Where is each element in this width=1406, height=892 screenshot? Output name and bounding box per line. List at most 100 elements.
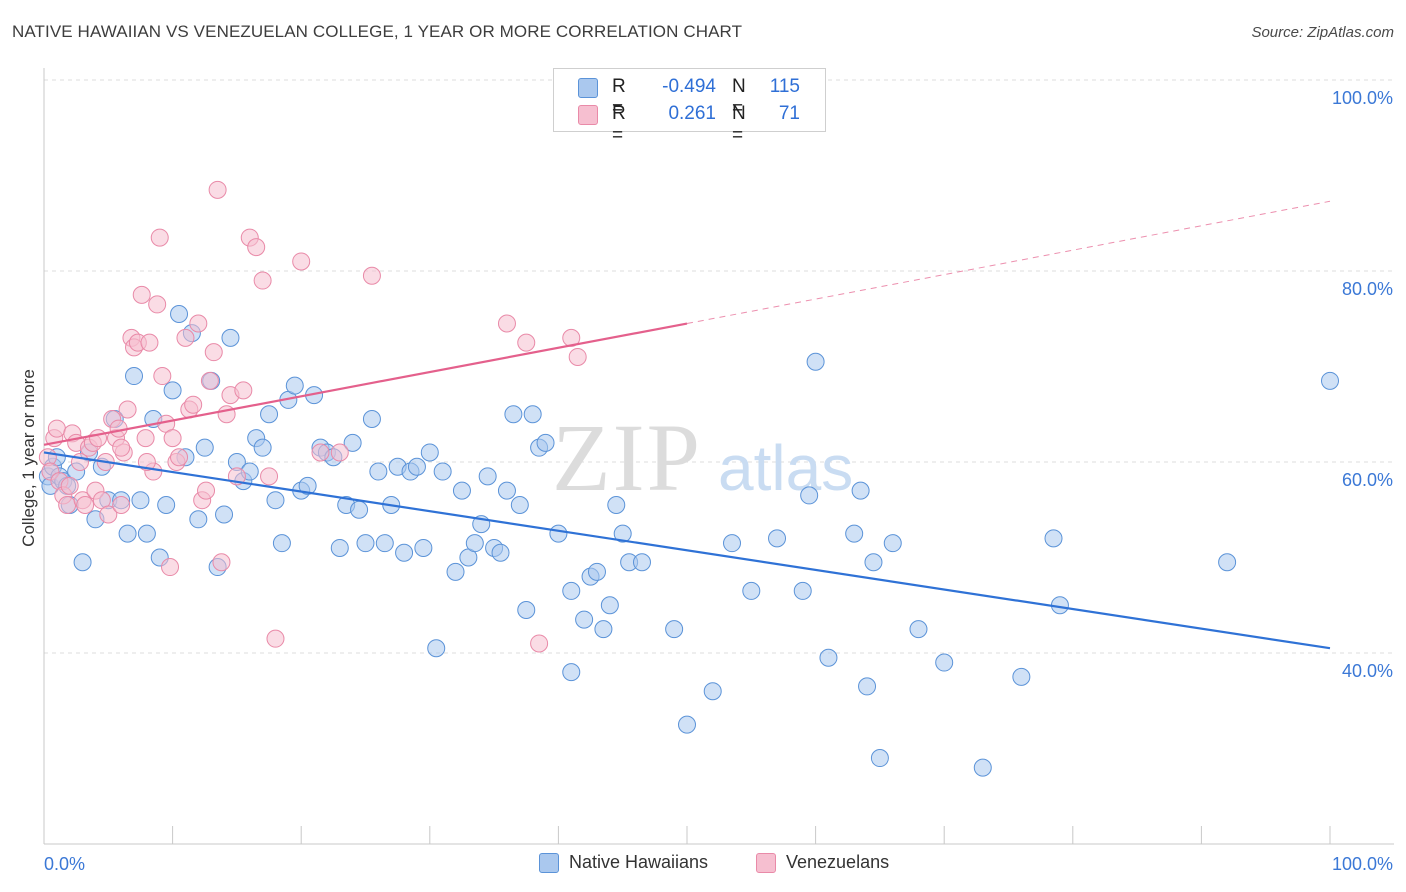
native-hawaiians-point [973, 758, 992, 777]
native-hawaiians-point [909, 620, 928, 639]
native-hawaiians-point [870, 749, 889, 768]
native-hawaiians-point [375, 534, 394, 553]
venezuelans-point [76, 495, 95, 514]
venezuelans-point [112, 495, 131, 514]
legend-n-value: 115 [769, 76, 800, 97]
native-hawaiians-point [1321, 371, 1339, 390]
native-hawaiians-point [395, 543, 414, 562]
native-hawaiians-point [864, 553, 883, 572]
y-tick-label-40: 40.0% [1342, 661, 1393, 681]
legend-n-value: 71 [778, 103, 800, 124]
native-hawaiians-point [125, 367, 144, 386]
venezuelans-point [204, 343, 223, 362]
legend-r-label: R = [612, 76, 626, 119]
native-hawaiians-points [38, 304, 1339, 777]
native-hawaiians-point [260, 405, 279, 424]
venezuelans-point [197, 481, 216, 500]
native-hawaiians-point [350, 500, 369, 519]
native-hawaiians-point [414, 538, 433, 557]
venezuelans-point [266, 629, 285, 648]
native-hawaiians-point [632, 553, 651, 572]
legend-n-label: N = [732, 76, 746, 119]
native-hawaiians-point [73, 553, 92, 572]
venezuelans-point [47, 419, 66, 438]
x-tick-label-max: 100.0% [1332, 854, 1393, 874]
venezuelans-trend-line [43, 322, 688, 446]
native-hawaiians-point [510, 495, 529, 514]
native-hawaiians-point [768, 529, 787, 548]
venezuelans-point [212, 553, 231, 572]
native-hawaiians-point [433, 462, 452, 481]
native-hawaiians-point [118, 524, 137, 543]
native-hawaiians-point [407, 457, 426, 476]
venezuelans-point [530, 634, 549, 653]
native-hawaiians-point [446, 562, 465, 581]
venezuelans-point [234, 381, 253, 400]
venezuelans-point [189, 314, 208, 333]
venezuelans-point [170, 448, 189, 467]
native-hawaiians-point [607, 495, 626, 514]
venezuelans-point [132, 285, 151, 304]
venezuelans-point [118, 400, 137, 419]
native-hawaiians-point [523, 405, 542, 424]
venezuelans-point [137, 453, 156, 471]
native-hawaiians-point [170, 304, 189, 323]
venezuelans-point [568, 347, 587, 366]
native-hawaiians-point [369, 462, 388, 481]
native-hawaiians-point [600, 596, 619, 615]
native-hawaiians-point [215, 505, 234, 524]
venezuelans-point [247, 238, 266, 257]
native-hawaiians-point [362, 410, 381, 429]
venezuelans-trend-extension [686, 200, 1331, 325]
venezuelans-point [99, 505, 118, 524]
venezuelans-point [330, 443, 349, 462]
bottom-legend-swatch-blue [539, 853, 559, 873]
native-hawaiians-point [562, 663, 581, 682]
y-tick-label-60: 60.0% [1342, 470, 1393, 490]
native-hawaiians-point [163, 381, 182, 400]
native-hawaiians-point [137, 524, 156, 543]
native-hawaiians-point [491, 543, 510, 562]
native-hawaiians-point [330, 538, 349, 557]
x-ticks [43, 826, 1331, 844]
venezuelans-point [136, 429, 155, 448]
legend-n-label: N = [732, 103, 746, 146]
venezuelans-point [253, 271, 272, 290]
native-hawaiians-point [452, 481, 471, 500]
native-hawaiians-point [420, 443, 439, 462]
watermark-atlas: atlas [718, 432, 853, 504]
venezuelans-point [148, 295, 167, 314]
chart-title: NATIVE HAWAIIAN VS VENEZUELAN COLLEGE, 1… [12, 22, 743, 41]
venezuelans-point [163, 429, 182, 448]
native-hawaiians-point [678, 715, 696, 734]
native-hawaiians-point [819, 648, 838, 667]
venezuelans-point [260, 467, 279, 486]
venezuelans-point [311, 443, 330, 462]
native-hawaiians-point [298, 476, 317, 495]
native-hawaiians-point [478, 467, 497, 486]
y-tick-label-100: 100.0% [1332, 88, 1393, 108]
y-axis-label: College, 1 year or more [19, 369, 38, 547]
native-hawaiians-point [594, 620, 613, 639]
native-hawaiians-point [845, 524, 864, 543]
native-hawaiians-point [742, 581, 761, 600]
grid-lines [44, 79, 1394, 654]
venezuelans-point [150, 228, 169, 247]
native-hawaiians-point [131, 491, 150, 510]
venezuelans-point [161, 558, 180, 577]
native-hawaiians-point [800, 486, 819, 505]
native-hawaiians-point [253, 438, 272, 457]
native-hawaiians-point [549, 524, 568, 543]
legend-swatch-pink [578, 105, 598, 125]
native-hawaiians-point [427, 639, 446, 658]
native-hawaiians-point [562, 581, 581, 600]
venezuelans-point [112, 438, 131, 457]
native-hawaiians-point [517, 601, 536, 620]
legend-r-label: R = [612, 103, 626, 146]
y-tick-labels: 40.0% 60.0% 80.0% 100.0% [1332, 88, 1393, 681]
native-hawaiians-point [1218, 553, 1237, 572]
native-hawaiians-point [1044, 529, 1063, 548]
native-hawaiians-point [851, 481, 870, 500]
venezuelans-point [176, 328, 195, 347]
